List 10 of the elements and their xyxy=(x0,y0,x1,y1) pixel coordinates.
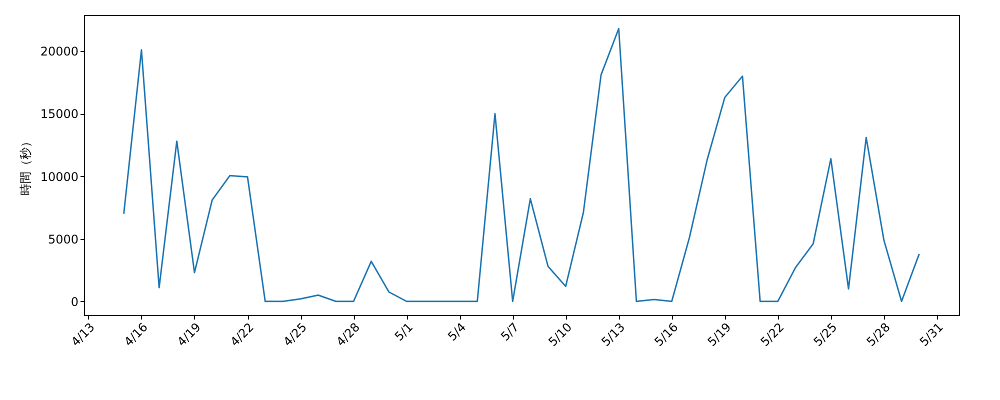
y-tick-label: 5000 xyxy=(48,232,78,246)
y-tick-label: 20000 xyxy=(40,44,78,59)
x-tick-label: 5/1 xyxy=(392,320,416,344)
y-axis-title: 時間（秒） xyxy=(18,136,32,196)
y-tick-label: 10000 xyxy=(40,170,78,184)
x-tick-label: 5/4 xyxy=(445,320,469,344)
line-series xyxy=(123,28,920,302)
y-tick-label: 0 xyxy=(70,294,78,309)
x-tick-label: 5/7 xyxy=(498,320,522,344)
y-tick-label: 15000 xyxy=(40,107,78,122)
